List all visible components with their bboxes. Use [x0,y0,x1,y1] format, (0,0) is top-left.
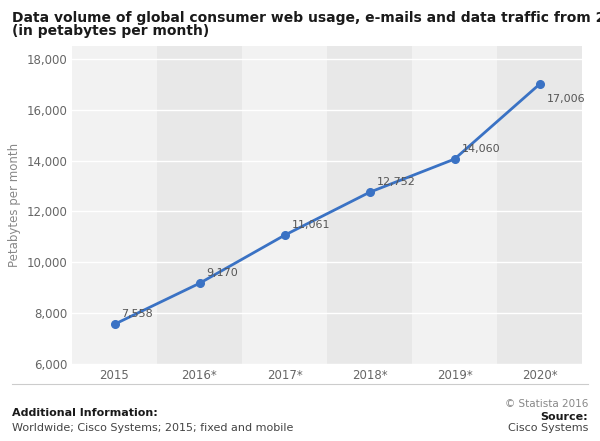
Bar [157,46,242,364]
Bar [327,46,412,364]
Text: (in petabytes per month): (in petabytes per month) [12,24,209,38]
Text: 12,752: 12,752 [376,177,415,187]
Bar [497,46,582,364]
Bar [412,46,497,364]
Bar [242,46,327,364]
Text: 17,006: 17,006 [547,93,585,104]
Text: 11,061: 11,061 [292,220,330,230]
Text: © Statista 2016: © Statista 2016 [505,399,588,409]
Text: Additional Information:: Additional Information: [12,408,158,418]
Text: 7,558: 7,558 [121,309,153,319]
Text: Source:: Source: [541,411,588,422]
Y-axis label: Petabytes per month: Petabytes per month [8,143,21,267]
Bar [72,46,157,364]
Text: 9,170: 9,170 [206,268,238,278]
Text: Worldwide; Cisco Systems; 2015; fixed and mobile: Worldwide; Cisco Systems; 2015; fixed an… [12,423,293,433]
Text: Cisco Systems: Cisco Systems [508,423,588,433]
Text: 14,060: 14,060 [461,143,500,153]
Text: Data volume of global consumer web usage, e-mails and data traffic from 2015 to : Data volume of global consumer web usage… [12,11,600,25]
